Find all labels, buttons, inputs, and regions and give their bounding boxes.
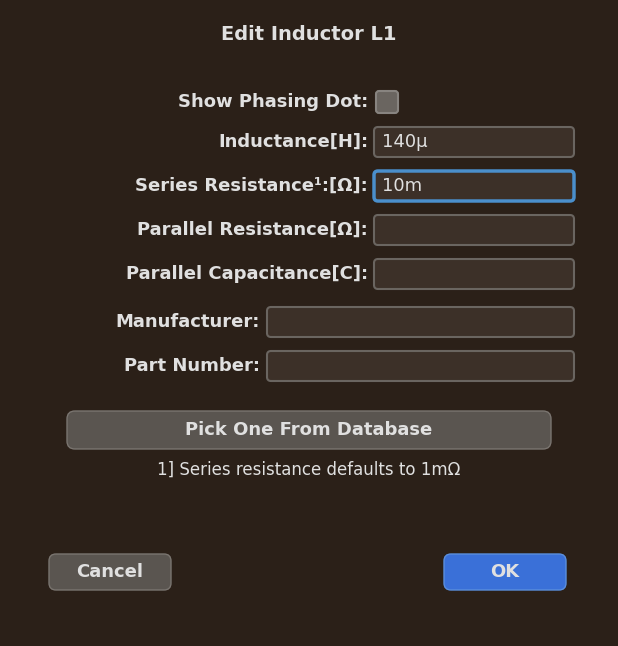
Text: OK: OK (491, 563, 520, 581)
Text: Pick One From Database: Pick One From Database (185, 421, 433, 439)
Text: Edit Inductor L1: Edit Inductor L1 (221, 25, 397, 45)
Text: Manufacturer:: Manufacturer: (116, 313, 260, 331)
Text: Show Phasing Dot:: Show Phasing Dot: (178, 93, 368, 111)
FancyBboxPatch shape (374, 215, 574, 245)
Text: Part Number:: Part Number: (124, 357, 260, 375)
FancyBboxPatch shape (49, 554, 171, 590)
Text: Cancel: Cancel (77, 563, 143, 581)
Text: Parallel Capacitance[C]:: Parallel Capacitance[C]: (126, 265, 368, 283)
Text: 10m: 10m (382, 177, 422, 195)
FancyBboxPatch shape (374, 259, 574, 289)
FancyBboxPatch shape (267, 351, 574, 381)
Text: Series Resistance¹:[Ω]:: Series Resistance¹:[Ω]: (135, 177, 368, 195)
Text: 140μ: 140μ (382, 133, 428, 151)
Text: Parallel Resistance[Ω]:: Parallel Resistance[Ω]: (137, 221, 368, 239)
FancyBboxPatch shape (444, 554, 566, 590)
Text: 1] Series resistance defaults to 1mΩ: 1] Series resistance defaults to 1mΩ (158, 461, 460, 479)
FancyBboxPatch shape (374, 171, 574, 201)
FancyBboxPatch shape (267, 307, 574, 337)
FancyBboxPatch shape (67, 411, 551, 449)
FancyBboxPatch shape (374, 127, 574, 157)
FancyBboxPatch shape (376, 91, 398, 113)
Text: Inductance[H]:: Inductance[H]: (218, 133, 368, 151)
